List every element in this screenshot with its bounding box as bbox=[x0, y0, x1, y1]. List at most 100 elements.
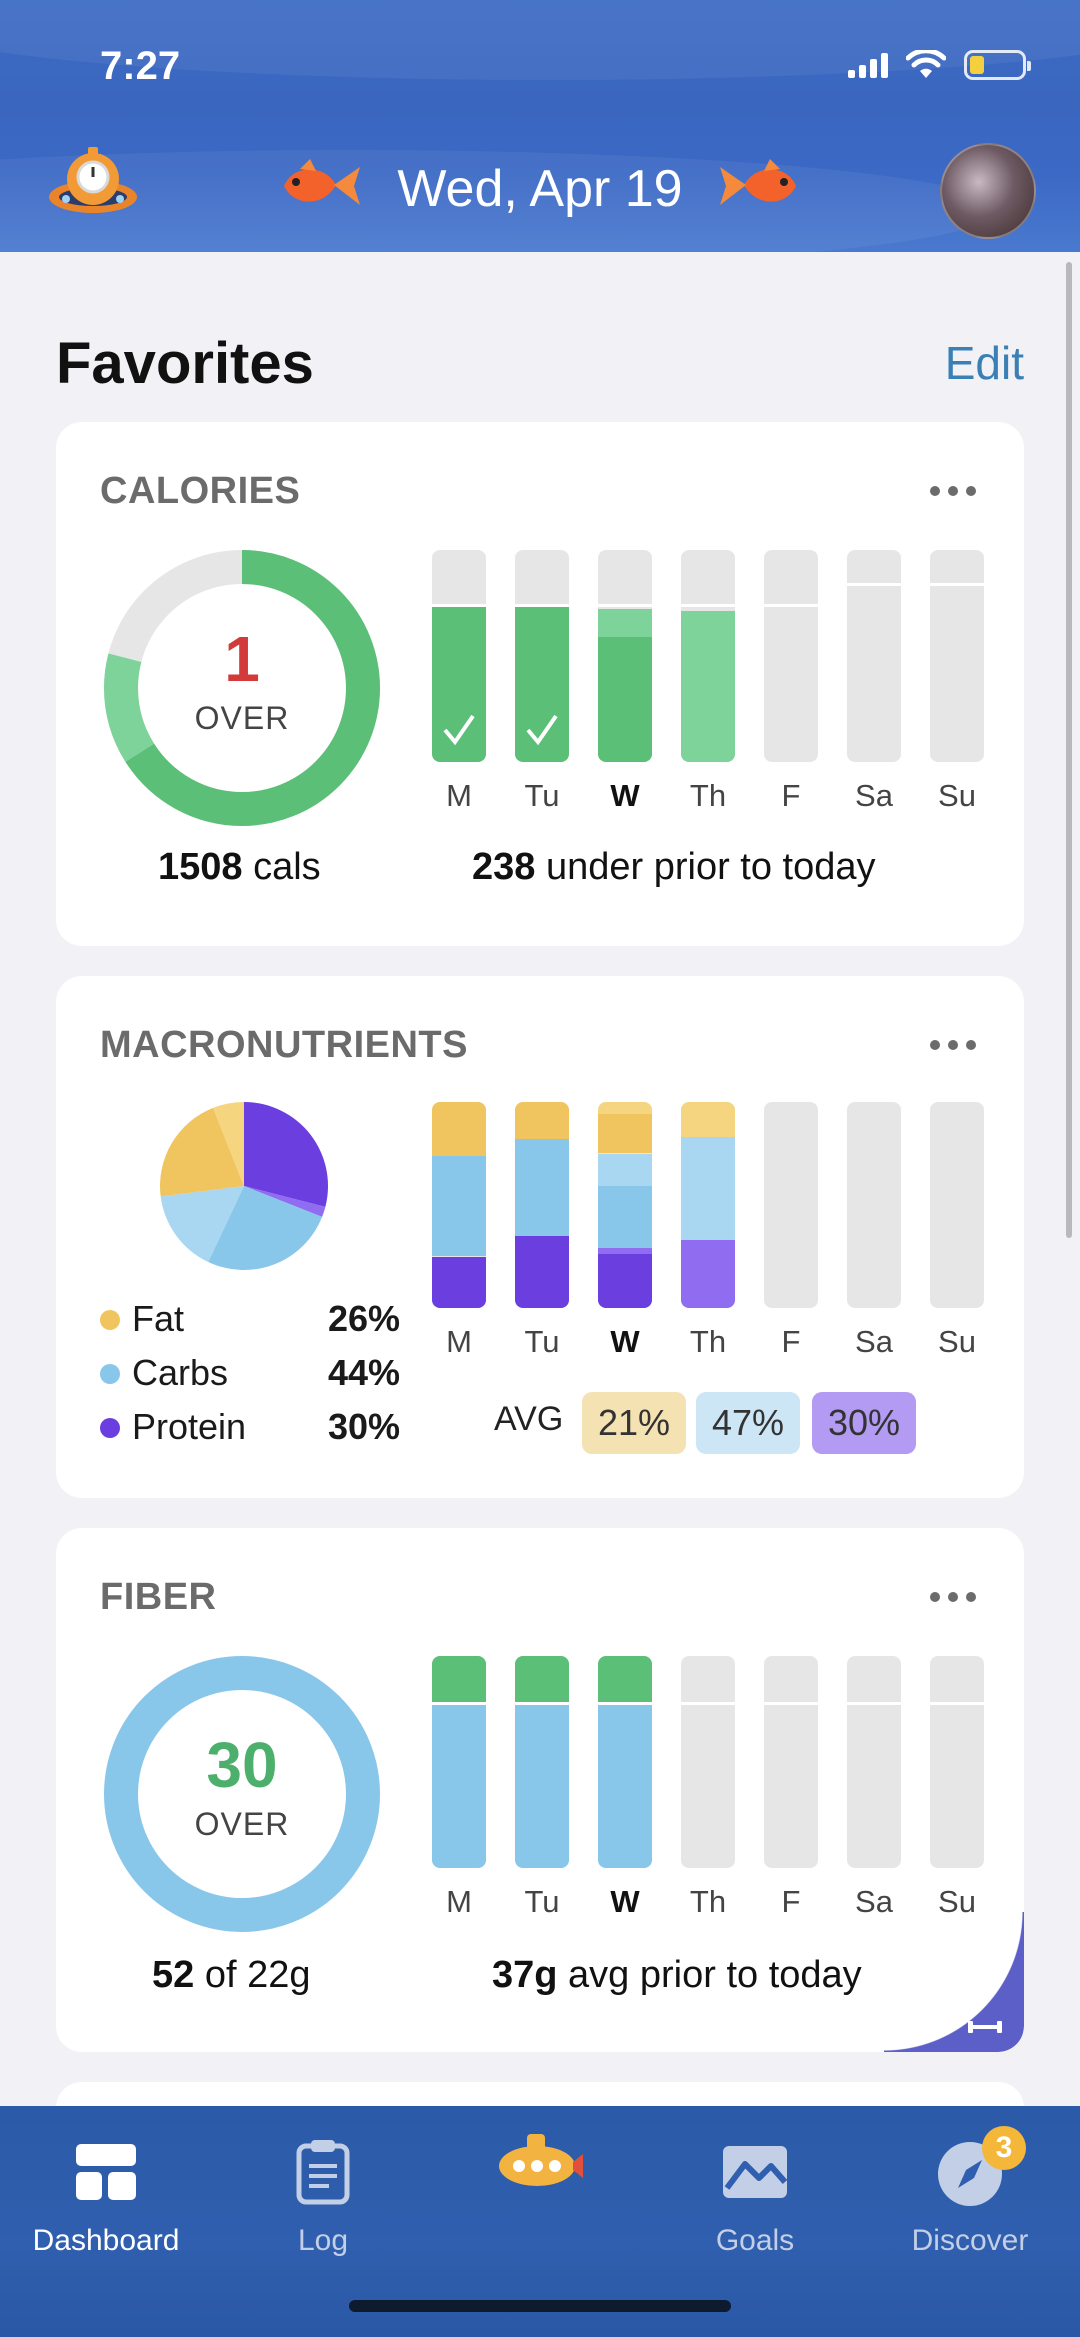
user-avatar[interactable] bbox=[940, 143, 1036, 239]
battery-icon bbox=[964, 50, 1031, 80]
macronutrients-bar[interactable] bbox=[681, 1102, 735, 1308]
legend-label: Protein bbox=[132, 1406, 247, 1447]
avg-chip: 30% bbox=[812, 1392, 916, 1454]
fiber-card[interactable]: FIBER 30 OVER M Tu W Th F Sa Su 52 of 22g 37g … bbox=[56, 1528, 1024, 2052]
calories-bar[interactable] bbox=[847, 550, 901, 762]
macro-bar-segment bbox=[681, 1137, 735, 1241]
macronutrients-pie bbox=[160, 1102, 328, 1270]
app-header: 7:27 Wed, Apr 19 bbox=[0, 0, 1080, 252]
tab-submarine[interactable] bbox=[450, 2126, 630, 2276]
fiber-prior: 37g avg prior to today bbox=[492, 1954, 862, 1997]
calories-day-label: F bbox=[781, 778, 801, 813]
calories-bar[interactable] bbox=[432, 550, 486, 762]
calories-prior: 238 under prior to today bbox=[472, 846, 876, 889]
calories-bar-excess bbox=[598, 609, 652, 637]
calories-goal-line bbox=[598, 604, 652, 608]
goldfish-icon bbox=[284, 159, 360, 205]
macronutrients-day-label: W bbox=[610, 1324, 640, 1359]
fiber-bar[interactable] bbox=[847, 1656, 901, 1868]
calories-day-label: W bbox=[610, 778, 640, 813]
calories-day-label: M bbox=[446, 778, 472, 813]
pie-slice-carbs-light bbox=[160, 1186, 244, 1263]
tab-log[interactable]: Log bbox=[233, 2126, 413, 2276]
fiber-total-text: of 22g bbox=[204, 1954, 311, 1996]
pie-slice-carbs bbox=[208, 1186, 323, 1270]
calories-bar[interactable] bbox=[930, 550, 984, 762]
macronutrients-bar[interactable] bbox=[847, 1102, 901, 1308]
calories-goal-line bbox=[930, 583, 984, 587]
macro-bar-segment bbox=[432, 1155, 486, 1257]
macro-bar-segment bbox=[598, 1186, 652, 1249]
calories-total-unit: cals bbox=[253, 846, 321, 888]
calories-over-value: 1 bbox=[224, 623, 260, 695]
fiber-prior-value: 37g bbox=[492, 1954, 558, 1996]
macronutrients-bar[interactable] bbox=[930, 1102, 984, 1308]
calories-bar[interactable] bbox=[598, 550, 652, 762]
pie-slice-protein-light bbox=[244, 1186, 326, 1217]
fiber-bar[interactable] bbox=[515, 1656, 569, 1868]
macro-bar-segment bbox=[515, 1102, 569, 1140]
legend-percent: 26% bbox=[327, 1298, 400, 1339]
calories-card[interactable]: CALORIES 1 OVER M Tu W Th F Sa Su 1508 cals 23… bbox=[56, 422, 1024, 946]
tab-goals[interactable]: Goals bbox=[665, 2126, 845, 2276]
tab-dashboard[interactable]: Dashboard bbox=[16, 2126, 196, 2276]
calories-goal-line bbox=[432, 604, 486, 608]
macronutrients-day-label: Tu bbox=[524, 1324, 560, 1359]
fiber-bar[interactable] bbox=[432, 1656, 486, 1868]
calories-goal-line bbox=[681, 604, 735, 608]
fiber-more-button[interactable] bbox=[930, 1592, 976, 1604]
macro-bar-segment bbox=[598, 1254, 652, 1308]
macronutrients-more-button[interactable] bbox=[930, 1040, 976, 1052]
macronutrients-day-label: Sa bbox=[855, 1324, 893, 1359]
macronutrients-bar[interactable] bbox=[598, 1102, 652, 1308]
fiber-bar[interactable] bbox=[930, 1656, 984, 1868]
macronutrients-bar[interactable] bbox=[432, 1102, 486, 1308]
header-date[interactable]: Wed, Apr 19 bbox=[397, 160, 683, 218]
discover-badge: 3 bbox=[982, 2126, 1026, 2170]
tab-dashboard-label: Dashboard bbox=[32, 2224, 180, 2257]
calories-total-value: 1508 bbox=[158, 846, 243, 888]
macro-bar-segment bbox=[681, 1240, 735, 1308]
calories-prior-value: 238 bbox=[472, 846, 536, 888]
macro-bar-segment bbox=[598, 1153, 652, 1187]
fiber-bar-fill bbox=[515, 1704, 569, 1868]
fiber-total: 52 of 22g bbox=[152, 1954, 311, 1997]
home-indicator bbox=[349, 2300, 731, 2312]
macronutrients-day-label: M bbox=[446, 1324, 472, 1359]
reorder-tab[interactable] bbox=[884, 1912, 1024, 2052]
calories-donut: 1 OVER bbox=[104, 550, 380, 826]
macro-bar-segment bbox=[515, 1235, 569, 1308]
fiber-goal-line bbox=[847, 1701, 901, 1705]
macro-bar-segment bbox=[681, 1102, 735, 1138]
legend-carbs: Carbs 44% bbox=[100, 1350, 400, 1396]
avg-chip: 47% bbox=[696, 1392, 800, 1454]
macronutrients-bar[interactable] bbox=[764, 1102, 818, 1308]
calories-bar[interactable] bbox=[515, 550, 569, 762]
fiber-bar-over bbox=[598, 1656, 652, 1705]
avg-label: AVG bbox=[494, 1400, 564, 1438]
fiber-bar[interactable] bbox=[764, 1656, 818, 1868]
calories-bar[interactable] bbox=[681, 550, 735, 762]
tab-discover[interactable]: 3 Discover bbox=[880, 2126, 1060, 2276]
macronutrients-card[interactable]: MACRONUTRIENTS Fat 26% Carbs 44% Protein 30% … bbox=[56, 976, 1024, 1498]
submarine-icon bbox=[499, 2134, 583, 2186]
submarine-scale-icon[interactable] bbox=[46, 143, 140, 221]
calories-day-label: Th bbox=[689, 778, 727, 813]
drag-handle-icon bbox=[968, 2021, 1002, 2033]
check-icon bbox=[526, 714, 558, 746]
fiber-bar[interactable] bbox=[681, 1656, 735, 1868]
calories-more-button[interactable] bbox=[930, 486, 976, 498]
scrollbar[interactable] bbox=[1066, 262, 1072, 1238]
fiber-day-label: Th bbox=[689, 1884, 727, 1919]
calories-goal-line bbox=[764, 604, 818, 608]
edit-button[interactable]: Edit bbox=[944, 337, 1024, 389]
macronutrients-bar[interactable] bbox=[515, 1102, 569, 1308]
favorites-title: Favorites bbox=[56, 331, 314, 396]
macronutrients-title: MACRONUTRIENTS bbox=[100, 1024, 468, 1066]
fiber-bar-over bbox=[515, 1656, 569, 1705]
legend-label: Fat bbox=[132, 1298, 185, 1339]
macro-bar-segment bbox=[515, 1139, 569, 1236]
fiber-bar[interactable] bbox=[598, 1656, 652, 1868]
calories-bar[interactable] bbox=[764, 550, 818, 762]
fiber-day-label: Tu bbox=[524, 1884, 560, 1919]
